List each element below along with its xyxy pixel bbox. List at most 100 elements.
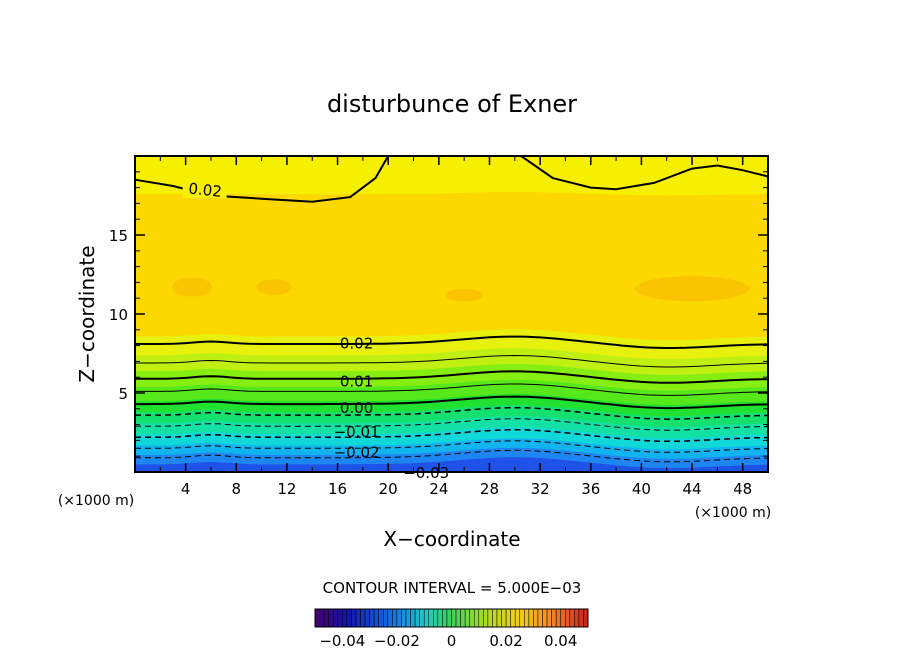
colorbar-cell-41: [501, 608, 507, 628]
x-tick-label-2: 12: [277, 480, 296, 498]
colorbar-cell-20: [405, 608, 411, 628]
colorbar-cell-22: [414, 608, 420, 628]
colorbar-cell-57: [574, 608, 580, 628]
band-11: [134, 191, 769, 341]
colorbar-cell-33: [464, 608, 470, 628]
y-axis-label: Z−coordinate: [75, 245, 99, 382]
x-tick-label-10: 44: [682, 480, 701, 498]
y-tick-label-2: 15: [109, 227, 128, 245]
colorbar-tick-label-1: −0.02: [374, 632, 420, 650]
contour-line-5: [135, 395, 769, 410]
contour-line-3: [135, 418, 769, 431]
x-tick-label-9: 40: [632, 480, 651, 498]
colorbar-frame: [314, 608, 589, 628]
colorbar-cell-5: [337, 608, 343, 628]
colorbar-cell-2: [323, 608, 329, 628]
x-tick-label-3: 16: [328, 480, 347, 498]
colorbar-cell-12: [369, 608, 375, 628]
colorbar-cell-58: [578, 608, 584, 628]
x-tick-label-6: 28: [480, 480, 499, 498]
colorbar-cell-46: [524, 608, 530, 628]
x-tick-label-4: 20: [379, 480, 398, 498]
colorbar-tick-label-0: −0.04: [319, 632, 365, 650]
contour-line-8: [135, 354, 769, 368]
colorbar-cell-43: [510, 608, 516, 628]
colorbar-cell-11: [364, 608, 370, 628]
colorbar-cell-31: [455, 608, 461, 628]
colorbar-cell-8: [351, 608, 357, 628]
contour-label-2: 0.01: [340, 372, 373, 390]
colorbar-cell-13: [373, 608, 379, 628]
colorbar-tick-label-2: 0: [447, 632, 457, 650]
colorbar-cell-54: [560, 608, 566, 628]
colorbar-cell-14: [378, 608, 384, 628]
colorbar-cell-35: [474, 608, 480, 628]
contour-line-upper-left: [134, 155, 390, 203]
x-tick-label-5: 24: [429, 480, 448, 498]
colorbar-cell-37: [483, 608, 489, 628]
colorbar-cell-28: [442, 608, 448, 628]
x-tick-label-0: 4: [181, 480, 191, 498]
colorbar-cell-38: [487, 608, 493, 628]
colorbar-cell-1: [319, 608, 325, 628]
colorbar-cell-3: [328, 608, 334, 628]
colorbar-tick-label-3: 0.02: [489, 632, 522, 650]
colorbar-cell-26: [433, 608, 439, 628]
high-blob-2: [445, 288, 484, 302]
x-tick-label-8: 36: [581, 480, 600, 498]
high-blob-1: [256, 279, 292, 296]
contour-line-4: [135, 406, 769, 420]
contour-label-4: −0.01: [334, 423, 380, 441]
contour-line-upper-right: [520, 155, 769, 191]
y-tick-label-1: 10: [109, 306, 128, 324]
contour-label-3: 0.00: [340, 399, 373, 417]
colorbar-cell-27: [437, 608, 443, 628]
colorbar-cell-0: [314, 608, 320, 628]
y-unit-label: (×1000 m): [58, 493, 134, 509]
contour-line-0: [135, 449, 769, 463]
colorbar-cell-42: [505, 608, 511, 628]
colorbar-cell-55: [565, 608, 571, 628]
colorbar-cell-50: [542, 608, 548, 628]
colorbar-cell-21: [410, 608, 416, 628]
contour-label-1: 0.02: [340, 334, 373, 352]
contour-line-2: [135, 429, 769, 443]
colorbar-cell-39: [492, 608, 498, 628]
colorbar-cell-19: [401, 608, 407, 628]
colorbar-cell-53: [555, 608, 561, 628]
colorbar-cell-18: [396, 608, 402, 628]
colorbar-tick-label-4: 0.04: [544, 632, 577, 650]
colorbar-cell-10: [360, 608, 366, 628]
colorbar-cell-29: [446, 608, 452, 628]
colorbar-cell-59: [583, 608, 589, 628]
colorbar-cell-16: [387, 608, 393, 628]
colorbar-cell-9: [355, 608, 361, 628]
contour-label-5: −0.02: [334, 443, 380, 461]
colorbar-cell-51: [546, 608, 552, 628]
contour-line-1: [135, 440, 769, 453]
x-unit-label: (×1000 m): [695, 505, 771, 521]
x-tick-label-7: 32: [531, 480, 550, 498]
colorbar-cell-32: [460, 608, 466, 628]
colorbar-cell-36: [478, 608, 484, 628]
contour-line-6: [135, 383, 769, 396]
colorbar: −0.04 −0.02 0 0.02 0.04: [314, 608, 589, 650]
contour-interval-text: CONTOUR INTERVAL = 5.000E−03: [323, 579, 582, 597]
colorbar-cell-30: [451, 608, 457, 628]
colorbar-cell-44: [514, 608, 521, 628]
high-blob-0: [171, 277, 213, 297]
colorbar-cell-7: [346, 608, 352, 628]
contour-label-bg-0: [182, 182, 227, 199]
contour-line-7: [135, 370, 769, 384]
high-blob-3: [635, 276, 750, 302]
colorbar-cell-49: [537, 608, 543, 628]
colorbar-cell-52: [551, 608, 557, 628]
x-axis: 4 8 12 16 20 24 28 32 36 40 44 48: [159, 156, 752, 498]
colorbar-cell-56: [569, 608, 575, 628]
x-tick-label-11: 48: [733, 480, 752, 498]
y-axis: 5 10 15: [109, 171, 768, 457]
colorbar-cell-24: [423, 608, 430, 628]
colorbar-cell-23: [419, 608, 425, 628]
